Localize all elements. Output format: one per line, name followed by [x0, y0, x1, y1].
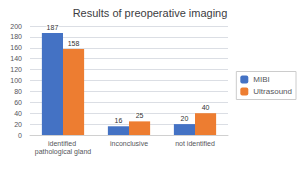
svg-text:120: 120	[10, 66, 22, 73]
svg-text:158: 158	[68, 40, 80, 47]
svg-text:40: 40	[14, 110, 22, 117]
svg-text:Results of preoperative imagin: Results of preoperative imaging	[73, 7, 228, 19]
svg-text:180: 180	[10, 33, 22, 40]
svg-text:not identified: not identified	[175, 140, 215, 147]
svg-text:80: 80	[14, 88, 22, 95]
svg-text:pathological gland: pathological gland	[35, 148, 92, 156]
svg-text:20: 20	[181, 115, 189, 122]
svg-text:160: 160	[10, 44, 22, 51]
svg-text:inconclusive: inconclusive	[110, 140, 148, 147]
svg-text:identified: identified	[48, 140, 78, 147]
svg-text:20: 20	[14, 121, 22, 128]
svg-text:140: 140	[10, 55, 22, 62]
svg-text:100: 100	[10, 77, 22, 84]
svg-text:60: 60	[14, 99, 22, 106]
svg-text:Ultrasound: Ultrasound	[253, 87, 292, 96]
svg-text:200: 200	[10, 23, 22, 30]
svg-text:25: 25	[136, 112, 144, 119]
svg-text:MIBI: MIBI	[253, 75, 269, 84]
svg-text:187: 187	[47, 24, 59, 31]
svg-text:0: 0	[18, 132, 22, 139]
svg-text:16: 16	[115, 117, 123, 124]
svg-text:40: 40	[202, 104, 210, 111]
